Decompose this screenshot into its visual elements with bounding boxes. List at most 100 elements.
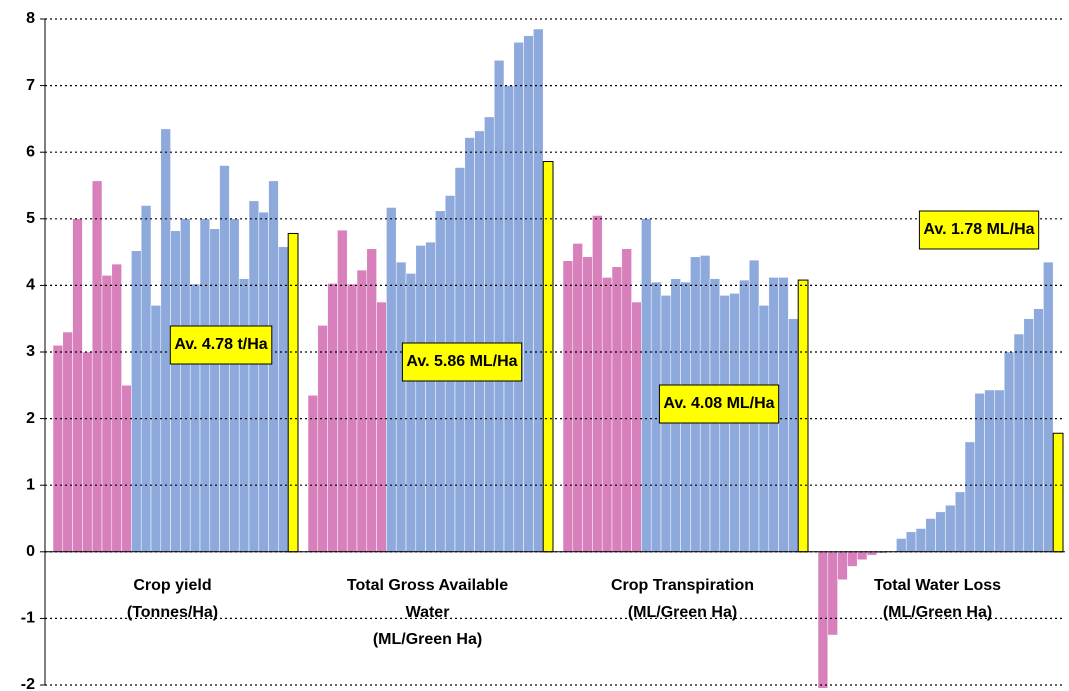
bar xyxy=(915,528,927,553)
bar xyxy=(827,551,838,636)
bar xyxy=(327,283,338,553)
bar xyxy=(287,232,299,553)
bar xyxy=(209,228,220,553)
bar xyxy=(258,211,269,553)
average-label: Av. 4.08 ML/Ha xyxy=(663,395,774,412)
bar xyxy=(1003,351,1015,553)
bar xyxy=(199,218,211,553)
bar xyxy=(91,180,103,553)
x-category-label: Crop Transpiration xyxy=(611,577,754,594)
bar xyxy=(101,275,113,553)
bar xyxy=(376,301,387,553)
bar xyxy=(82,351,93,553)
bar xyxy=(484,116,495,553)
bar xyxy=(346,283,358,553)
y-tick-label: 1 xyxy=(26,476,35,493)
bar xyxy=(1052,432,1064,553)
bar xyxy=(797,279,809,553)
bar xyxy=(317,325,328,553)
bar xyxy=(111,263,122,553)
bar xyxy=(405,273,417,553)
bar xyxy=(131,250,142,553)
bar xyxy=(935,511,946,553)
bar xyxy=(572,243,583,553)
bar xyxy=(121,385,132,553)
bar xyxy=(395,261,407,553)
y-tick-label: -1 xyxy=(21,610,35,627)
bar xyxy=(366,248,377,553)
bar xyxy=(238,278,250,553)
x-category-label: Total Gross Available xyxy=(347,577,508,594)
average-label-box xyxy=(169,325,273,365)
bar xyxy=(189,283,201,553)
x-category-label: Crop yield xyxy=(133,577,211,594)
bars xyxy=(52,28,1064,689)
bar xyxy=(719,295,730,553)
bar xyxy=(621,248,632,553)
y-tick-label: -2 xyxy=(21,676,35,691)
bar xyxy=(847,551,858,567)
average-label-box xyxy=(401,342,523,382)
bar xyxy=(984,389,995,553)
bar xyxy=(474,130,485,553)
bar xyxy=(905,531,917,553)
y-tick-label: 0 xyxy=(26,543,35,560)
average-label: Av. 5.86 ML/Ha xyxy=(406,353,517,370)
bar xyxy=(582,256,593,553)
bar xyxy=(974,393,985,553)
bar xyxy=(150,305,162,553)
bar xyxy=(62,331,73,553)
bar xyxy=(337,229,348,553)
bar xyxy=(611,266,623,553)
bar xyxy=(562,260,574,553)
bar xyxy=(493,60,505,553)
y-tick-label: 6 xyxy=(26,143,35,160)
bar xyxy=(170,230,181,553)
bar xyxy=(160,128,171,553)
y-tick-label: 7 xyxy=(26,77,35,94)
bar xyxy=(788,318,799,553)
average-label-box xyxy=(918,210,1040,250)
bar xyxy=(533,28,544,553)
y-tick-label: 2 xyxy=(26,410,35,427)
bar xyxy=(994,389,1005,553)
bar xyxy=(954,491,966,553)
x-category-label: (ML/Green Ha) xyxy=(628,604,737,621)
bar xyxy=(778,277,789,553)
average-label: Av. 1.78 ML/Ha xyxy=(923,221,1034,238)
bar xyxy=(896,538,907,553)
bar xyxy=(925,518,936,553)
y-tick-label: 4 xyxy=(26,277,35,294)
bar xyxy=(592,215,603,553)
bar xyxy=(1013,333,1025,553)
y-tick-label: 8 xyxy=(26,10,35,27)
bar xyxy=(631,301,642,553)
bar xyxy=(72,218,83,553)
bar xyxy=(268,180,279,553)
x-category-label: (ML/Green Ha) xyxy=(883,604,992,621)
bar xyxy=(817,551,829,689)
bar xyxy=(180,218,191,553)
bar xyxy=(503,85,515,553)
bar xyxy=(758,305,770,553)
x-category-label: (Tonnes/Ha) xyxy=(127,604,218,621)
bar xyxy=(425,241,436,553)
x-category-label: Water xyxy=(406,604,450,621)
bar xyxy=(601,277,613,553)
bar xyxy=(1033,308,1044,553)
bar xyxy=(140,205,152,553)
bar xyxy=(641,218,652,553)
bar xyxy=(356,269,368,553)
bar xyxy=(52,345,64,553)
bar xyxy=(856,551,868,561)
y-tick-label: 5 xyxy=(26,210,35,227)
x-category-label: Total Water Loss xyxy=(874,577,1001,594)
average-label: Av. 4.78 t/Ha xyxy=(174,336,267,353)
bar xyxy=(945,504,956,553)
bar xyxy=(837,551,848,581)
bar xyxy=(248,200,260,553)
bar xyxy=(1043,261,1054,553)
bar xyxy=(513,42,524,553)
bar xyxy=(542,161,554,553)
